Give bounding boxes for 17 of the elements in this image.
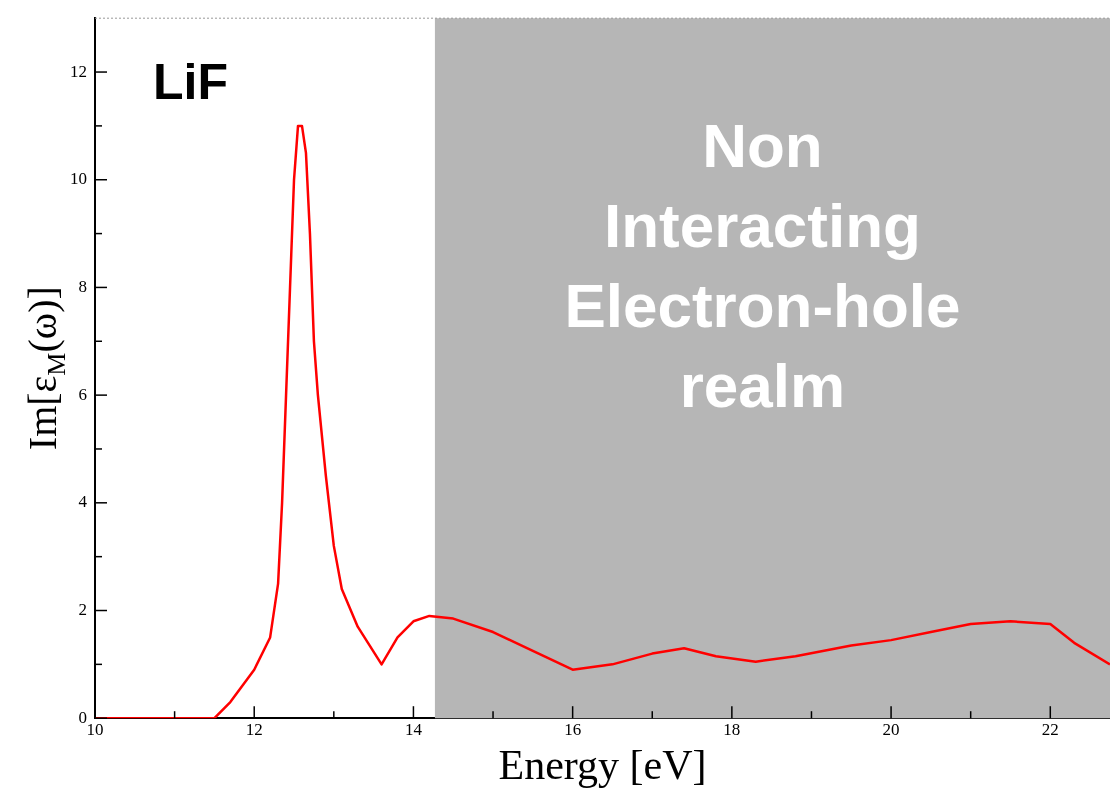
- y-axis-title: Im[εM(ω)]: [20, 286, 71, 451]
- x-tick-label: 14: [404, 719, 423, 739]
- y-tick-label: 10: [70, 169, 87, 189]
- x-axis-title: Energy [eV]: [498, 741, 707, 788]
- x-tick-label: 16: [564, 719, 582, 739]
- y-tick-label: 12: [70, 61, 87, 81]
- x-tick-label: 12: [245, 719, 263, 739]
- y-tick-label: 0: [78, 707, 87, 727]
- y-tick-label: 2: [78, 599, 87, 619]
- band-label: Non Interacting Electron-hole realm: [564, 111, 961, 421]
- annotation: LiF: [153, 53, 228, 110]
- x-tick-label: 18: [723, 719, 741, 739]
- x-tick-label: 22: [1041, 719, 1059, 739]
- y-tick-label: 4: [78, 492, 88, 512]
- x-tick-label: 20: [882, 719, 900, 739]
- y-tick-label: 6: [78, 384, 87, 404]
- y-tick-label: 8: [78, 276, 87, 296]
